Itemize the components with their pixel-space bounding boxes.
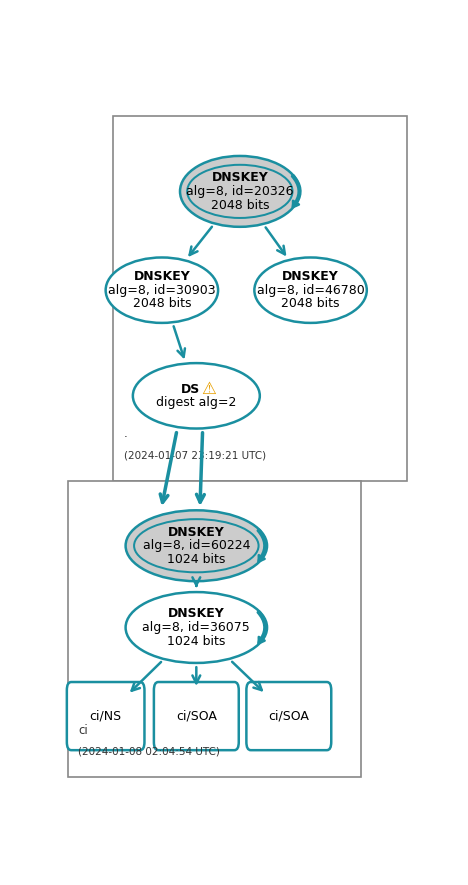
Text: 2048 bits: 2048 bits — [281, 297, 340, 311]
Text: DNSKEY: DNSKEY — [133, 270, 190, 283]
Text: digest alg=2: digest alg=2 — [156, 396, 236, 409]
Text: DNSKEY: DNSKEY — [168, 526, 225, 539]
Text: .: . — [124, 427, 128, 440]
Text: ci/SOA: ci/SOA — [268, 710, 309, 722]
Text: alg=8, id=36075: alg=8, id=36075 — [142, 621, 250, 634]
FancyBboxPatch shape — [154, 682, 239, 750]
Text: DNSKEY: DNSKEY — [212, 172, 268, 184]
Text: ⚠: ⚠ — [202, 380, 217, 398]
Text: ci: ci — [79, 724, 88, 736]
Text: (2024-01-08 02:04:54 UTC): (2024-01-08 02:04:54 UTC) — [79, 747, 220, 757]
FancyArrowPatch shape — [292, 175, 300, 207]
FancyBboxPatch shape — [67, 481, 361, 777]
Text: DNSKEY: DNSKEY — [168, 607, 225, 620]
Text: DS: DS — [181, 382, 200, 396]
FancyBboxPatch shape — [67, 682, 145, 750]
Text: 1024 bits: 1024 bits — [167, 553, 226, 566]
Text: ci/NS: ci/NS — [89, 710, 122, 722]
Text: alg=8, id=60224: alg=8, id=60224 — [143, 539, 250, 552]
Text: alg=8, id=30903: alg=8, id=30903 — [108, 284, 216, 296]
Ellipse shape — [106, 258, 218, 323]
Text: (2024-01-07 23:19:21 UTC): (2024-01-07 23:19:21 UTC) — [124, 450, 266, 460]
Text: 2048 bits: 2048 bits — [132, 297, 191, 311]
Text: alg=8, id=20326: alg=8, id=20326 — [186, 185, 293, 198]
Ellipse shape — [125, 592, 267, 663]
Ellipse shape — [133, 363, 260, 428]
FancyArrowPatch shape — [258, 529, 266, 561]
Text: alg=8, id=46780: alg=8, id=46780 — [257, 284, 365, 296]
Ellipse shape — [125, 511, 267, 581]
Text: ci/SOA: ci/SOA — [176, 710, 217, 722]
Text: 2048 bits: 2048 bits — [211, 198, 269, 212]
FancyBboxPatch shape — [246, 682, 331, 750]
FancyBboxPatch shape — [113, 117, 407, 481]
Ellipse shape — [180, 156, 300, 227]
Ellipse shape — [255, 258, 367, 323]
FancyArrowPatch shape — [258, 612, 266, 643]
Text: 1024 bits: 1024 bits — [167, 635, 226, 648]
Text: DNSKEY: DNSKEY — [282, 270, 339, 283]
